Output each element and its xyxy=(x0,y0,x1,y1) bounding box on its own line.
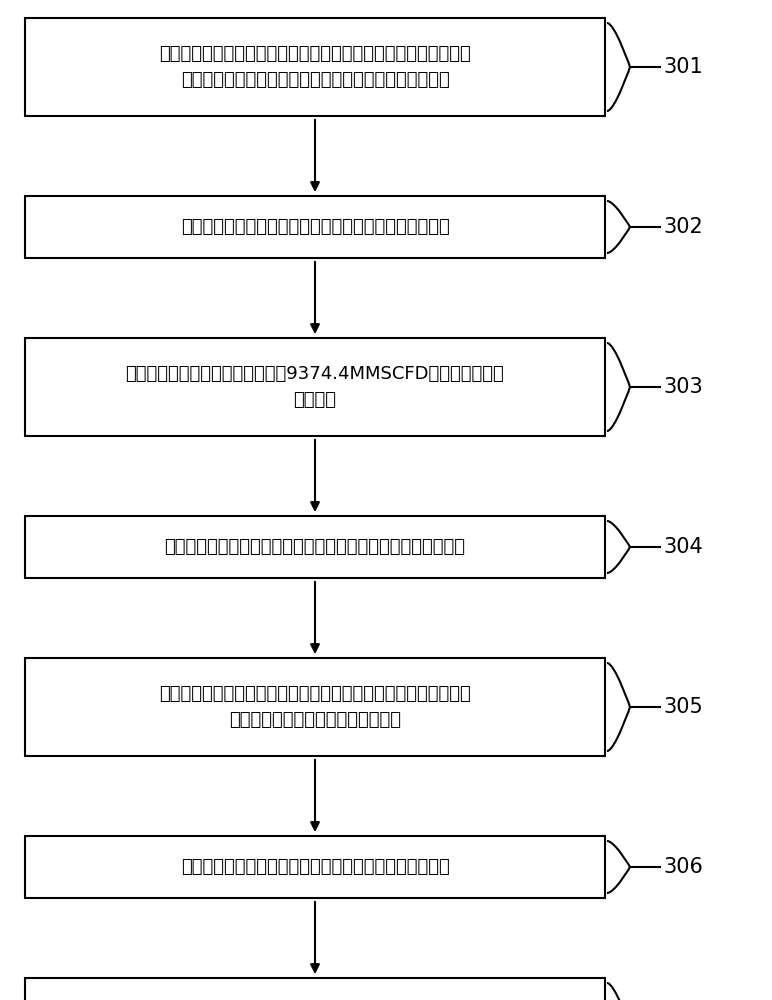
Text: 304: 304 xyxy=(663,537,703,557)
Text: 根据增输后管网中的瓶颈点用户，生成三种设施增设方案: 根据增输后管网中的瓶颈点用户，生成三种设施增设方案 xyxy=(181,858,449,876)
Bar xyxy=(25,516,605,578)
Bar xyxy=(25,836,605,898)
Text: 302: 302 xyxy=(663,217,703,237)
Text: 305: 305 xyxy=(663,697,703,717)
Bar xyxy=(25,196,605,258)
Text: 根据现有管网模型和新增用户输量9374.4MMSCFD，建立增输后的
管网模型: 根据现有管网模型和新增用户输量9374.4MMSCFD，建立增输后的 管网模型 xyxy=(126,365,504,409)
Bar xyxy=(25,978,605,1000)
Text: 基于现有用户当前输量、现有用户规划输量、气源数量、各个气源
的气源参数以及现有管网的设施数据，建立现有管网模型: 基于现有用户当前输量、现有用户规划输量、气源数量、各个气源 的气源参数以及现有管… xyxy=(159,45,471,89)
Text: 根据增输后管网中用户的用气情况信息和用户的用气参考信息，确
定增输后的管网中存在的瓶颈点用户: 根据增输后管网中用户的用气情况信息和用户的用气参考信息，确 定增输后的管网中存在… xyxy=(159,685,471,729)
Bar xyxy=(25,658,605,756)
Text: 301: 301 xyxy=(663,57,703,77)
Text: 根据增输后的管网模型，得到增输后管网中用户的用气情况信息: 根据增输后的管网模型，得到增输后管网中用户的用气情况信息 xyxy=(164,538,466,556)
Text: 306: 306 xyxy=(663,857,703,877)
Bar xyxy=(25,338,605,436)
Text: 303: 303 xyxy=(663,377,703,397)
Text: 根据现有管网模型，得到现有管网中用户的用气情况信息: 根据现有管网模型，得到现有管网中用户的用气情况信息 xyxy=(181,218,449,236)
Bar xyxy=(25,18,605,116)
